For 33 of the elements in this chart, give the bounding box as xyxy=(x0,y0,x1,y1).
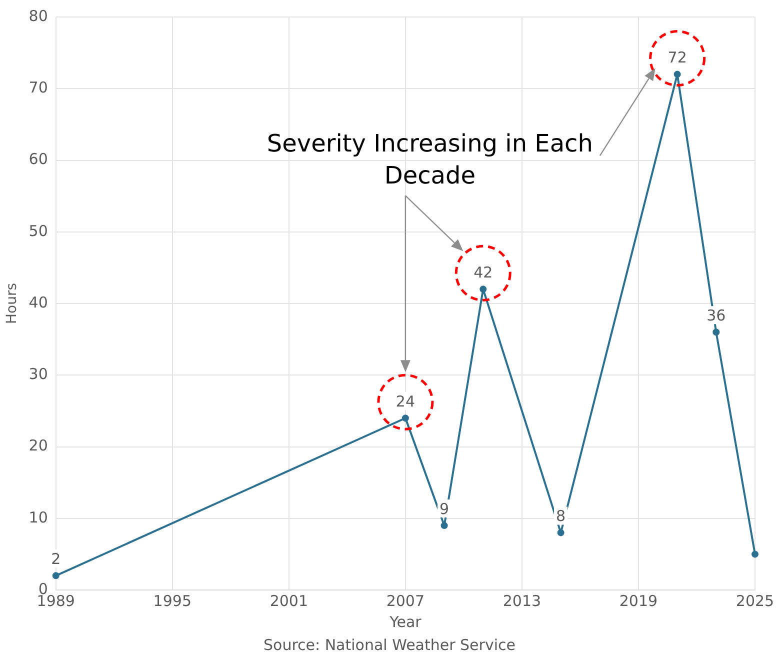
point xyxy=(674,70,681,78)
x-tick-label: 1995 xyxy=(153,592,192,610)
y-axis-title: Hours xyxy=(4,282,20,324)
data-label: 72 xyxy=(668,48,687,67)
point xyxy=(557,529,564,536)
source-note: Source: National Weather Service xyxy=(262,636,516,654)
point xyxy=(712,328,720,336)
annotation: Severity Increasing in Each Decade xyxy=(266,130,593,190)
y-tick-label: 70 xyxy=(28,78,48,97)
y-tick-label: 80 xyxy=(28,6,48,25)
data-label: 9 xyxy=(440,500,450,518)
y-tick-label: 40 xyxy=(28,293,48,312)
y-tick-label: 20 xyxy=(28,436,48,455)
point xyxy=(752,550,758,558)
y-tick-label: 30 xyxy=(28,365,48,384)
x-tick-label: 2001 xyxy=(270,592,308,610)
x-tick-label: 2025 xyxy=(736,592,774,610)
point xyxy=(402,414,409,422)
data-label: 36 xyxy=(706,306,726,325)
x-tick-label: 2007 xyxy=(386,592,425,610)
data-label: 8 xyxy=(556,507,566,526)
x-tick-label: 2019 xyxy=(619,592,658,610)
y-tick-label: 50 xyxy=(28,222,48,240)
y-tick-label: 60 xyxy=(28,150,48,168)
x-tick-label: 2013 xyxy=(502,592,542,610)
data-label: 42 xyxy=(474,264,493,282)
point xyxy=(52,572,60,580)
point xyxy=(480,286,487,293)
point xyxy=(440,522,448,530)
data-label: 2 xyxy=(51,550,61,568)
data-label: 24 xyxy=(396,392,415,410)
y-tick-label: 10 xyxy=(28,508,48,526)
x-axis-title: Year xyxy=(388,612,422,631)
